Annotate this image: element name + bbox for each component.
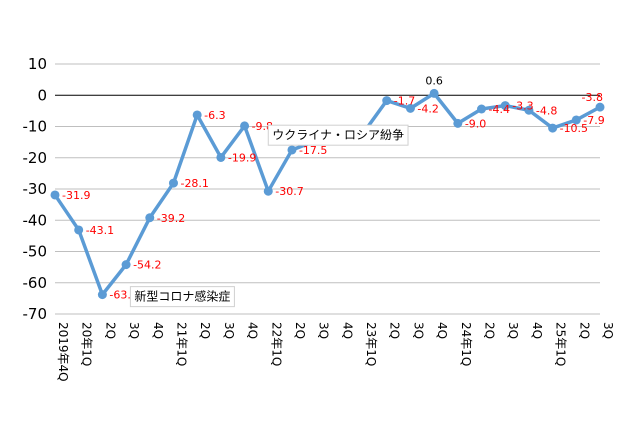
data-point (216, 152, 226, 162)
x-tick-label: 22年1Q (269, 322, 283, 366)
x-tick-label: 3Q (411, 322, 425, 339)
x-tick-label: 2Q (388, 322, 402, 339)
data-label: -19.9 (228, 151, 256, 164)
data-point (97, 290, 107, 300)
x-tick-label: 2Q (483, 322, 497, 339)
data-label: -4.8 (536, 104, 557, 117)
data-label: -4.2 (417, 102, 438, 115)
x-tick-label: 4Q (435, 322, 449, 339)
x-tick-label: 20年1Q (80, 322, 94, 366)
data-point (145, 213, 155, 223)
x-tick-label: 24年1Q (459, 322, 473, 366)
x-tick-label: 2Q (103, 322, 117, 339)
data-label: -7.9 (583, 114, 604, 127)
annotation-text: ウクライナ・ロシア紛争 (272, 127, 404, 142)
data-point (548, 123, 558, 133)
x-tick-label: 3Q (506, 322, 520, 339)
data-point (263, 186, 273, 196)
y-tick-label: -70 (23, 305, 48, 323)
data-label: -6.3 (204, 109, 225, 122)
data-point (382, 96, 392, 106)
data-point (405, 103, 415, 113)
x-tick-label: 4Q (246, 322, 260, 339)
annotation-text: 新型コロナ感染症 (134, 289, 230, 304)
data-label: -39.2 (157, 212, 185, 225)
y-tick-label: 10 (28, 55, 47, 73)
x-tick-label: 2Q (198, 322, 212, 339)
y-tick-label: -20 (23, 149, 48, 167)
y-tick-label: 0 (37, 86, 47, 104)
x-tick-label: 3Q (601, 322, 615, 339)
data-point (500, 101, 510, 111)
data-label: -31.9 (62, 189, 90, 202)
data-label: -10.5 (560, 122, 588, 135)
x-tick-label: 4Q (340, 322, 354, 339)
x-tick-label: 2019年4Q (56, 322, 70, 382)
data-label: -4.4 (489, 103, 510, 116)
data-label: -3.8 (582, 91, 603, 104)
data-point (429, 88, 439, 98)
y-tick-label: -10 (23, 118, 48, 136)
x-tick-label: 23年1Q (364, 322, 378, 366)
x-tick-label: 3Q (127, 322, 141, 339)
data-label: -43.1 (86, 224, 114, 237)
y-tick-label: -40 (23, 211, 48, 229)
x-tick-label: 21年1Q (174, 322, 188, 366)
data-label: -9.8 (252, 120, 273, 133)
data-point (571, 115, 581, 125)
data-point (168, 178, 178, 188)
x-tick-label: 4Q (530, 322, 544, 339)
data-point (453, 118, 463, 128)
data-point (50, 190, 60, 200)
y-tick-label: -50 (23, 243, 48, 261)
data-point (287, 145, 297, 155)
x-tick-label: 3Q (222, 322, 236, 339)
data-label: -9.0 (465, 117, 486, 130)
data-label: -3.3 (512, 100, 533, 113)
data-label: 0.6 (425, 74, 443, 87)
data-point (74, 225, 84, 235)
data-point (192, 110, 202, 120)
data-label: -28.1 (180, 177, 208, 190)
annotation-box (267, 124, 409, 146)
x-tick-label: 25年1Q (554, 322, 568, 366)
data-point (524, 105, 534, 115)
annotation-box (129, 286, 235, 308)
x-tick-label: 2Q (293, 322, 307, 339)
x-tick-label: 2Q (577, 322, 591, 339)
x-tick-label: 3Q (317, 322, 331, 339)
data-point (477, 104, 487, 114)
data-label: -54.2 (133, 259, 161, 272)
data-label: -17.5 (299, 144, 327, 157)
y-tick-label: -30 (23, 180, 48, 198)
x-tick-label: 4Q (151, 322, 165, 339)
y-tick-label: -60 (23, 274, 48, 292)
data-point (595, 102, 605, 112)
data-label: -30.7 (275, 185, 303, 198)
data-point (121, 260, 131, 270)
data-point (240, 121, 250, 131)
data-label: -1.7 (394, 95, 415, 108)
